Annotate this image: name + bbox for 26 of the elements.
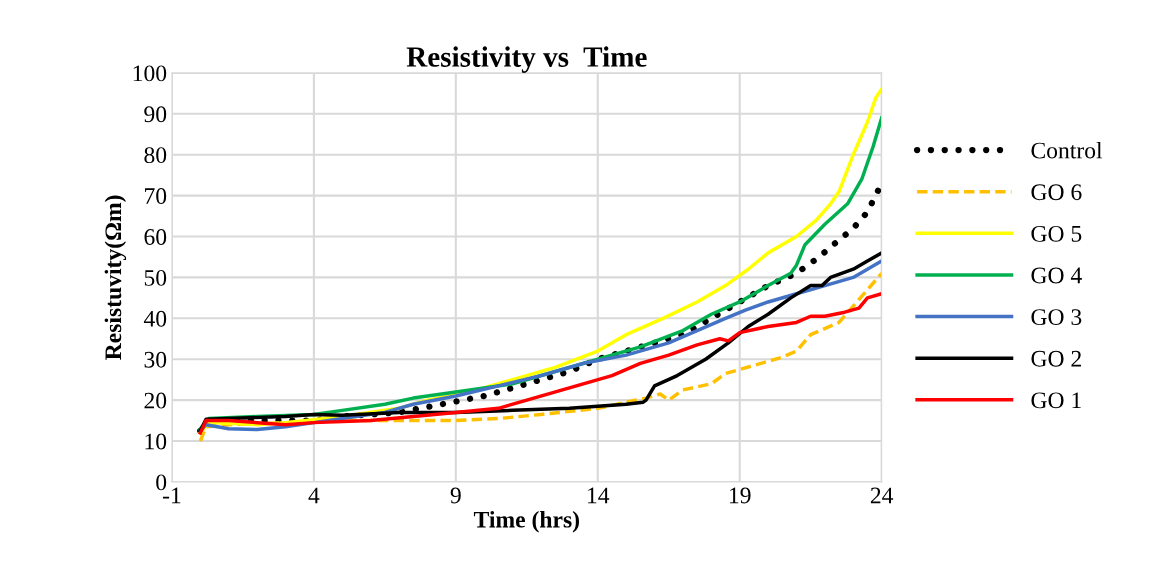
line-series xyxy=(198,292,882,435)
y-tick-label: 10 xyxy=(145,433,167,450)
legend-label: GO 3 xyxy=(1031,309,1082,326)
y-tick-label: 30 xyxy=(144,351,167,368)
legend-label: GO 2 xyxy=(1031,350,1081,367)
y-tick-label: 60 xyxy=(144,229,167,245)
y-tick-label: 100 xyxy=(133,65,167,82)
x-tick-label: 14 xyxy=(588,487,610,504)
x-tick-label: 9 xyxy=(450,487,461,504)
x-axis-title: Time (hrs) xyxy=(473,511,579,533)
y-tick-label: 80 xyxy=(144,147,167,164)
legend-label: GO 6 xyxy=(1031,184,1082,201)
x-tick-label: 19 xyxy=(729,487,751,504)
legend-label: GO 4 xyxy=(1031,267,1082,284)
y-tick-label: 20 xyxy=(144,392,167,409)
y-tick-label: 70 xyxy=(145,188,167,205)
y-tick-label: 90 xyxy=(144,106,167,123)
y-axis-title: Resistuvity(Ωm) xyxy=(104,195,127,360)
x-tick-label: 24 xyxy=(870,487,894,504)
legend-label: GO 1 xyxy=(1031,392,1081,409)
y-tick-label: 50 xyxy=(144,269,167,286)
legend-label: GO 5 xyxy=(1031,225,1082,242)
x-tick-label: 4 xyxy=(308,487,320,504)
legend-label: Control xyxy=(1031,141,1103,159)
y-tick-label: 40 xyxy=(143,310,167,327)
chart-title: Resistivity vs Time xyxy=(406,46,647,73)
